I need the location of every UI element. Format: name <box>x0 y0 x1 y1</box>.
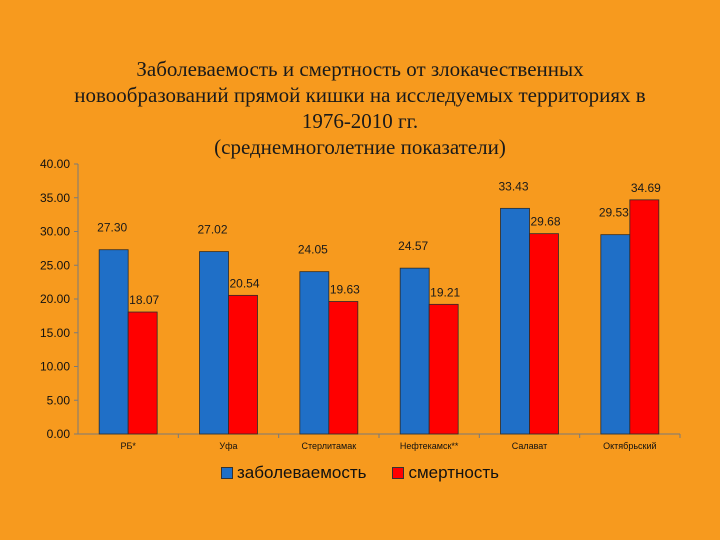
data-label: 19.21 <box>430 285 460 299</box>
y-tick-label: 20.00 <box>40 292 70 306</box>
bar-mortality <box>328 301 359 435</box>
data-label: 29.68 <box>530 215 560 229</box>
data-label: 18.07 <box>129 293 159 307</box>
data-label: 20.54 <box>229 276 259 290</box>
data-label: 34.69 <box>631 181 661 195</box>
y-tick-label: 0.00 <box>47 427 71 441</box>
y-tick-label: 25.00 <box>40 258 70 272</box>
chart-title: Заболеваемость и смертность от злокачест… <box>0 56 720 160</box>
x-tick-label: Нефтекамск** <box>400 441 459 451</box>
bar-mortality <box>127 311 158 435</box>
legend-label-mortality: смертность <box>408 463 499 482</box>
x-tick-label: Стерлитамак <box>301 441 356 451</box>
bar-mortality <box>228 294 258 435</box>
bar-incidence <box>199 251 229 435</box>
x-tick-label: Октябрьский <box>603 441 656 451</box>
x-tick-label: Салават <box>512 441 547 451</box>
y-tick-label: 15.00 <box>40 326 70 340</box>
data-label: 33.43 <box>498 179 528 193</box>
chart-title-line: Заболеваемость и смертность от злокачест… <box>136 57 584 81</box>
y-tick-label: 30.00 <box>40 225 70 239</box>
bar-mortality <box>529 233 559 435</box>
y-tick-label: 5.00 <box>47 393 71 407</box>
chart-title-line: новообразований прямой кишки на исследуе… <box>74 83 646 107</box>
data-label: 19.63 <box>330 282 360 296</box>
legend-swatch-mortality <box>392 467 405 479</box>
bar-incidence <box>500 207 530 435</box>
y-tick-label: 40.00 <box>40 157 70 171</box>
chart-title-line: (среднемноголетние показатели) <box>214 135 506 159</box>
legend: заболеваемость смертность <box>0 463 720 483</box>
y-tick-label: 10.00 <box>40 360 70 374</box>
bar-incidence <box>299 271 330 435</box>
chart-title-line: 1976-2010 гг. <box>301 109 419 133</box>
bar-mortality <box>629 199 660 435</box>
bar-incidence <box>600 234 631 435</box>
legend-swatch-incidence <box>221 467 233 479</box>
data-label: 24.57 <box>398 239 428 253</box>
x-tick-label: РБ* <box>120 441 136 451</box>
legend-label-incidence: заболеваемость <box>237 463 367 482</box>
data-label: 29.53 <box>599 206 629 220</box>
data-label: 27.30 <box>97 221 127 235</box>
data-label: 27.02 <box>197 223 227 237</box>
legend-item-incidence: заболеваемость <box>221 463 366 483</box>
bar-mortality <box>428 303 459 435</box>
y-tick-label: 35.00 <box>40 191 70 205</box>
data-label: 24.05 <box>298 243 328 257</box>
legend-item-mortality: смертность <box>392 463 499 483</box>
bar-incidence <box>98 249 129 435</box>
bar-incidence <box>399 267 430 435</box>
x-tick-label: Уфа <box>219 441 237 451</box>
